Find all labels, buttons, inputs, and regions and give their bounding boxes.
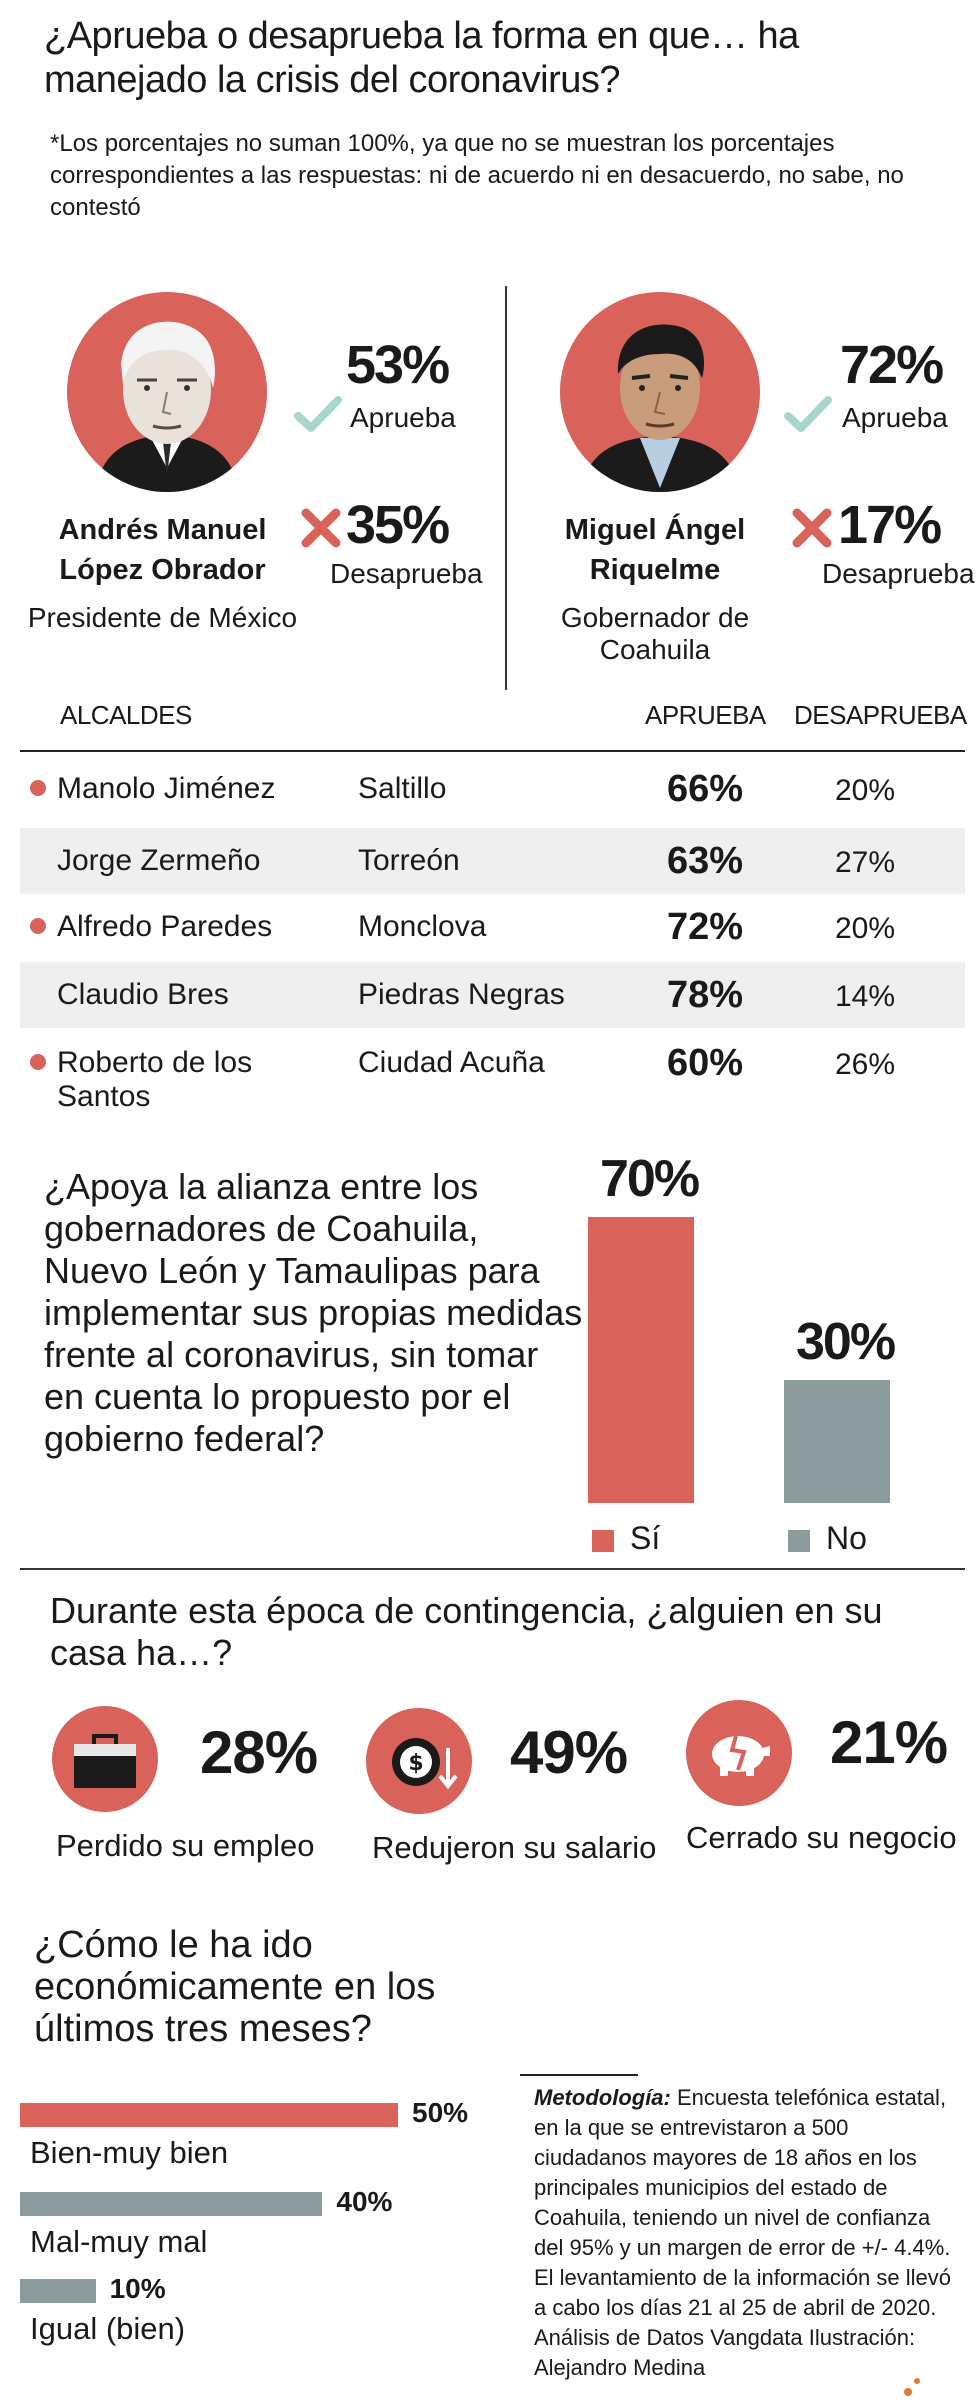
legend-swatch xyxy=(592,1530,614,1552)
riquelme-portrait xyxy=(560,292,760,492)
riquelme-approve-label: Aprueba xyxy=(842,402,948,433)
riquelme-disapprove-label: Desaprueba xyxy=(822,558,975,589)
economia-question: ¿Cómo le ha ido económicamente en los úl… xyxy=(34,1924,436,2050)
check-icon xyxy=(294,396,342,437)
bar-no xyxy=(784,1380,890,1503)
riquelme-disapprove-value: 17% xyxy=(838,495,942,555)
bar-s xyxy=(588,1217,694,1503)
brand-dot-icon xyxy=(904,2388,912,2396)
legend-label: Sí xyxy=(630,1520,661,1556)
contingencia-label: Redujeron su salario xyxy=(372,1830,657,1865)
mayor-approve: 72% xyxy=(667,906,744,948)
hbar-category-label: Bien-muy bien xyxy=(30,2135,229,2170)
riquelme-name-line1: Miguel Ángel xyxy=(564,514,746,546)
hbar xyxy=(20,2192,323,2216)
section-divider xyxy=(20,1568,965,1570)
mayor-disapprove: 27% xyxy=(835,846,896,879)
mayor-disapprove: 20% xyxy=(835,774,896,807)
contingencia-question: Durante esta época de contingencia, ¿alg… xyxy=(50,1590,883,1673)
table-row: Roberto de los Santos Ciudad Acuña 60% 2… xyxy=(20,1030,965,1114)
hbar-value-label: 50% xyxy=(412,2097,469,2128)
riquelme-role: Gobernador de Coahuila xyxy=(560,602,750,665)
briefcase-icon xyxy=(52,1706,158,1812)
riquelme-approve-value: 72% xyxy=(840,335,944,395)
brand-dot-icon xyxy=(914,2378,920,2384)
hbar xyxy=(20,2279,96,2303)
contingencia-label: Perdido su empleo xyxy=(56,1828,315,1863)
mayor-disapprove: 20% xyxy=(835,912,896,945)
hbar-value-label: 10% xyxy=(109,2273,166,2304)
table-row: Jorge Zermeño Torreón 63% 27% xyxy=(20,828,965,894)
coin-down-icon: $ xyxy=(366,1708,472,1814)
check-icon xyxy=(784,396,832,437)
table-header-rule xyxy=(20,750,965,752)
metodologia-rule xyxy=(520,2074,638,2076)
amlo-disapprove-value: 35% xyxy=(346,495,450,555)
mayor-name: Claudio Bres xyxy=(57,978,229,1011)
bullet-dot xyxy=(30,918,46,934)
riquelme-name-line2: Riquelme xyxy=(589,554,721,586)
amlo-portrait xyxy=(67,292,267,492)
broken-piggy-bank-icon xyxy=(686,1700,792,1806)
mayor-disapprove: 14% xyxy=(835,980,896,1013)
hbar xyxy=(20,2103,398,2127)
amlo-approve-label: Aprueba xyxy=(350,402,456,433)
mayor-city: Monclova xyxy=(358,910,487,943)
amlo-approve-value: 53% xyxy=(346,335,450,395)
cross-icon xyxy=(792,508,832,553)
contingencia-value: 28% xyxy=(200,1719,318,1786)
metodologia-text: Encuesta telefónica estatal, en la que s… xyxy=(534,2085,952,2380)
riquelme-name: Miguel Ángel Riquelme xyxy=(520,510,790,590)
bullet-dot xyxy=(30,1054,46,1070)
contingencia-label: Cerrado su negocio xyxy=(686,1820,957,1855)
contingencia-value: 49% xyxy=(510,1719,628,1786)
mayor-approve: 60% xyxy=(667,1042,744,1084)
page-title: ¿Aprueba o desaprueba la forma en que… h… xyxy=(44,15,799,101)
bar-value-label: 70% xyxy=(600,1150,700,1208)
amlo-disapprove-label: Desaprueba xyxy=(330,558,483,589)
amlo-name: Andrés Manuel López Obrador xyxy=(20,510,305,590)
table-row: Alfredo Paredes Monclova 72% 20% xyxy=(20,894,965,960)
mayor-name: Jorge Zermeño xyxy=(57,844,261,877)
mayor-city: Piedras Negras xyxy=(358,978,565,1011)
vertical-divider xyxy=(505,286,507,690)
amlo-name-line2: López Obrador xyxy=(59,554,266,586)
cross-icon xyxy=(301,508,341,553)
mayor-city: Torreón xyxy=(358,844,460,877)
table-header-desaprueba: DESAPRUEBA xyxy=(794,700,967,730)
table-row: Manolo Jiménez Saltillo 66% 20% xyxy=(20,756,965,822)
mayor-name: Alfredo Paredes xyxy=(57,910,273,943)
mayor-name: Roberto de los Santos xyxy=(57,1046,253,1113)
svg-text:$: $ xyxy=(408,1751,423,1776)
bullet-dot xyxy=(30,780,46,796)
hbar-value-label: 40% xyxy=(336,2186,393,2217)
mayor-city: Saltillo xyxy=(358,772,447,805)
metodologia: Metodología: Encuesta telefónica estatal… xyxy=(534,2083,954,2383)
mayor-name: Manolo Jiménez xyxy=(57,772,276,805)
alianza-question: ¿Apoya la alianza entre los gobernadores… xyxy=(44,1166,583,1459)
table-header-aprueba: APRUEBA xyxy=(645,700,766,730)
bar-value-label: 30% xyxy=(796,1313,896,1372)
hbar-category-label: Mal-muy mal xyxy=(30,2224,208,2259)
table-row: Claudio Bres Piedras Negras 78% 14% xyxy=(20,962,965,1028)
mayor-approve: 66% xyxy=(667,768,744,810)
contingencia-value: 21% xyxy=(830,1709,948,1776)
amlo-role: Presidente de México xyxy=(27,602,298,633)
hbar-category-label: Igual (bien) xyxy=(30,2311,186,2346)
mayor-approve: 63% xyxy=(667,840,744,882)
amlo-name-line1: Andrés Manuel xyxy=(58,514,267,546)
footnote: *Los porcentajes no suman 100%, ya que n… xyxy=(50,130,904,221)
mayor-disapprove: 26% xyxy=(835,1048,896,1081)
mayor-approve: 78% xyxy=(667,974,744,1016)
metodologia-title: Metodología: xyxy=(534,2085,671,2110)
legend-swatch xyxy=(788,1530,810,1552)
table-header-alcaldes: ALCALDES xyxy=(60,700,192,730)
mayor-city: Ciudad Acuña xyxy=(358,1046,545,1079)
legend-label: No xyxy=(826,1520,867,1556)
